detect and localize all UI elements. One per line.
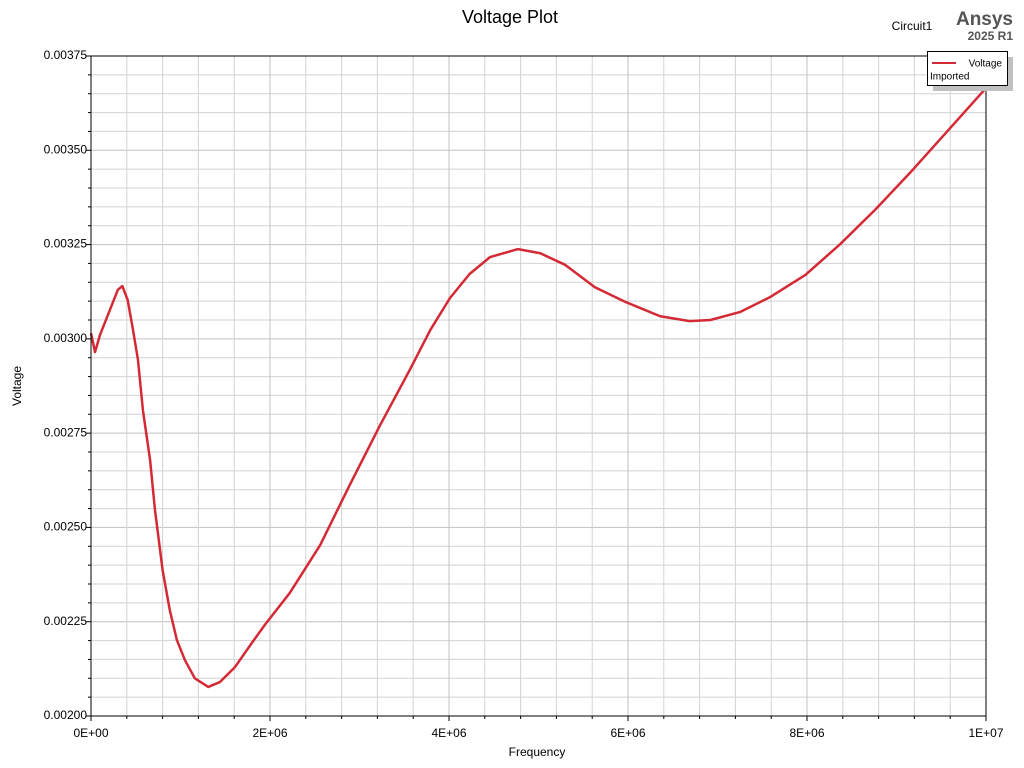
x-tick-label: 4E+06 (431, 726, 466, 740)
y-tick-label: 0.00225 (44, 614, 88, 628)
x-tick-label: 1E+07 (968, 726, 1003, 740)
brand: Ansys (956, 9, 1013, 30)
x-tick-label: 2E+06 (252, 726, 287, 740)
y-tick-label: 0.00250 (44, 520, 88, 534)
legend-note: Imported (930, 72, 969, 83)
version: 2025 R1 (968, 29, 1014, 43)
y-tick-label: 0.00275 (44, 425, 88, 439)
chart-title: Voltage Plot (462, 7, 558, 27)
y-tick-label: 0.00350 (44, 142, 88, 156)
y-tick-label: 0.00375 (44, 48, 88, 62)
x-tick-label: 0E+00 (73, 726, 108, 740)
legend-box (927, 51, 1008, 86)
design-name: Circuit1 (892, 19, 933, 33)
x-tick-label: 6E+06 (610, 726, 645, 740)
grid (90, 55, 987, 717)
y-tick-label: 0.00300 (44, 331, 88, 345)
plot-border (90, 55, 987, 717)
legend-label: Voltage (969, 59, 1003, 70)
y-tick-label: 0.00200 (44, 708, 88, 722)
y-tick-label: 0.00325 (44, 237, 88, 251)
line-series (89, 87, 987, 689)
x-axis-label: Frequency (509, 745, 566, 759)
x-tick-label: 8E+06 (789, 726, 824, 740)
y-axis-label: Voltage (10, 366, 24, 406)
plot-area (89, 87, 987, 689)
